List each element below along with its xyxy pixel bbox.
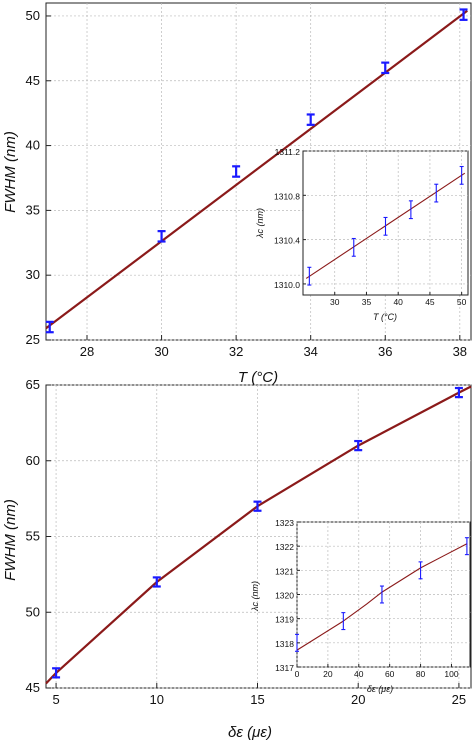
bottom-x-ticks: 5 10 15 20 25 <box>52 683 466 707</box>
y-tick-label: 1323 <box>275 518 294 528</box>
y-tick-label: 1311.2 <box>275 147 301 157</box>
data-point <box>354 439 363 452</box>
x-tick-label: 36 <box>378 344 392 359</box>
x-tick-label: 34 <box>303 344 317 359</box>
x-tick-label: 38 <box>453 344 467 359</box>
x-tick-label: 40 <box>393 297 403 307</box>
x-tick-label: 20 <box>351 692 365 707</box>
y-tick-label: 1310.0 <box>274 280 300 290</box>
bottom-inset-chart: 0 20 40 60 80 100 1317 1318 1319 1320 1321 1322 132… <box>250 518 471 694</box>
data-point <box>381 61 390 75</box>
data-point <box>383 216 388 236</box>
top-fit-curve <box>45 9 468 330</box>
data-point <box>157 230 166 243</box>
y-tick-label: 25 <box>26 332 40 347</box>
y-tick-label: 35 <box>26 202 40 217</box>
x-tick-label: 60 <box>385 669 395 679</box>
x-tick-label: 50 <box>457 297 467 307</box>
y-tick-label: 50 <box>26 604 40 619</box>
top-y-axis-label: FWHM (nm) <box>2 131 19 213</box>
top-inset-data-points <box>307 165 464 286</box>
x-tick-label: 30 <box>154 344 168 359</box>
data-point <box>307 266 312 286</box>
y-tick-label: 1321 <box>275 566 294 576</box>
bottom-inset-y-axis-label: λc (nm) <box>250 581 260 612</box>
top-inset-y-ticks: 1310.0 1310.4 1310.8 1311.2 <box>274 147 306 290</box>
data-point <box>459 165 464 185</box>
bottom-inset-x-axis-label: δε (με) <box>367 684 393 694</box>
data-point <box>351 237 356 257</box>
top-inset-grid <box>303 150 468 295</box>
y-tick-label: 45 <box>26 680 40 695</box>
x-tick-label: 32 <box>229 344 243 359</box>
data-point <box>464 537 469 556</box>
data-point <box>152 576 161 588</box>
y-tick-label: 65 <box>26 377 40 392</box>
top-data-points <box>45 8 468 334</box>
top-inset-x-axis-label: T (°C) <box>373 312 397 322</box>
top-inset-y-axis-label: λc (nm) <box>255 208 265 239</box>
x-tick-label: 40 <box>354 669 364 679</box>
x-tick-label: 5 <box>52 692 59 707</box>
fit-curve <box>45 9 468 330</box>
bottom-inset-x-ticks: 0 20 40 60 80 100 <box>295 664 459 679</box>
x-tick-label: 10 <box>150 692 164 707</box>
bottom-data-points <box>52 386 463 679</box>
x-tick-label: 35 <box>362 297 372 307</box>
x-tick-label: 80 <box>416 669 426 679</box>
y-tick-label: 1318 <box>275 639 294 649</box>
data-point <box>232 165 241 178</box>
data-point <box>379 585 384 604</box>
data-point <box>459 8 468 21</box>
data-point <box>306 113 315 126</box>
y-tick-label: 30 <box>26 267 40 282</box>
x-tick-label: 30 <box>330 297 340 307</box>
data-point <box>45 320 54 334</box>
bottom-inset-grid <box>296 521 470 668</box>
bottom-inset-y-ticks: 1317 1318 1319 1320 1321 1322 1323 <box>275 518 300 673</box>
data-point <box>434 183 439 203</box>
x-tick-label: 100 <box>444 669 458 679</box>
y-tick-label: 1317 <box>275 663 294 673</box>
top-inset-chart: 30 35 40 45 50 1310.0 1310.4 1310.8 1311.2 T (°… <box>255 147 469 322</box>
x-tick-label: 28 <box>80 344 94 359</box>
bottom-x-axis-label: δε (με) <box>228 724 272 741</box>
data-point <box>454 386 463 399</box>
x-tick-label: 45 <box>425 297 435 307</box>
y-tick-label: 50 <box>26 8 40 23</box>
data-point <box>253 500 262 512</box>
top-y-ticks: 25 30 35 40 45 50 <box>26 8 51 347</box>
data-point <box>418 561 423 580</box>
y-tick-label: 1322 <box>275 542 294 552</box>
y-tick-label: 45 <box>26 73 40 88</box>
data-point <box>341 612 346 631</box>
y-tick-label: 1320 <box>275 591 294 601</box>
y-tick-label: 1310.4 <box>274 236 300 246</box>
y-tick-label: 1319 <box>275 615 294 625</box>
top-x-axis-label: T (°C) <box>238 369 278 386</box>
x-tick-label: 0 <box>295 669 300 679</box>
y-tick-label: 40 <box>26 138 40 153</box>
y-tick-label: 1310.8 <box>274 191 300 201</box>
x-tick-label: 20 <box>323 669 333 679</box>
data-point <box>408 200 413 220</box>
y-tick-label: 55 <box>26 529 40 544</box>
bottom-y-axis-label: FWHM (nm) <box>2 499 19 581</box>
bottom-y-ticks: 45 50 55 60 65 <box>26 377 51 695</box>
y-tick-label: 60 <box>26 453 40 468</box>
x-tick-label: 25 <box>452 692 466 707</box>
x-tick-label: 15 <box>250 692 264 707</box>
top-inset-x-ticks: 30 35 40 45 50 <box>330 292 467 307</box>
data-point <box>52 667 61 679</box>
top-x-ticks: 28 30 32 34 36 38 <box>80 335 467 359</box>
